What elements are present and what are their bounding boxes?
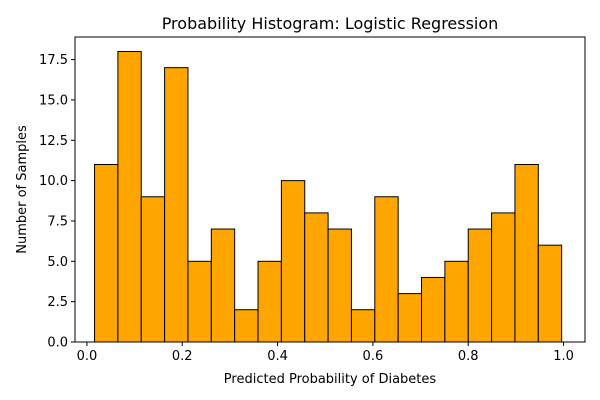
y-tick-label: 2.5 xyxy=(47,295,68,310)
y-tick-label: 5.0 xyxy=(47,255,68,270)
y-tick-label: 0.0 xyxy=(47,336,68,351)
histogram-bar xyxy=(164,67,189,343)
y-tick-label: 17.5 xyxy=(39,53,68,68)
histogram-bar xyxy=(491,212,516,343)
histogram-bar xyxy=(514,163,539,343)
histogram-bar xyxy=(257,260,282,343)
histogram-bar xyxy=(421,276,446,343)
y-tick-label: 12.5 xyxy=(39,134,68,149)
histogram-bar xyxy=(467,228,493,343)
y-tick-label: 10.0 xyxy=(39,174,68,189)
histogram-bar xyxy=(327,228,352,343)
histogram-bar xyxy=(444,260,469,343)
histogram-bar xyxy=(187,260,212,343)
y-tick-label: 7.5 xyxy=(47,214,68,229)
x-tick-label: 0.2 xyxy=(172,349,193,364)
y-tick-label: 15.0 xyxy=(39,93,68,108)
y-ticks: 0.0 2.5 5.0 7.5 10.0 12.5 15.0 17.5 xyxy=(39,53,75,351)
histogram-bar xyxy=(117,51,142,343)
histogram-bar xyxy=(397,293,423,343)
histogram-bar xyxy=(140,196,166,343)
bars-group xyxy=(94,51,563,343)
x-tick-label: 1.0 xyxy=(553,349,574,364)
x-tick-label: 0.0 xyxy=(77,349,98,364)
plot-frame xyxy=(74,36,586,343)
chart-title: Probability Histogram: Logistic Regressi… xyxy=(162,14,499,33)
histogram-bar xyxy=(210,228,236,343)
x-ticks: 0.0 0.2 0.4 0.6 0.8 1.0 xyxy=(77,342,574,364)
histogram-bar xyxy=(537,244,563,343)
x-axis-label: Predicted Probability of Diabetes xyxy=(224,372,437,387)
histogram-bar xyxy=(374,196,399,343)
histogram-bar xyxy=(280,180,306,343)
histogram-bar xyxy=(350,309,376,343)
histogram-bar xyxy=(94,163,119,343)
x-tick-label: 0.6 xyxy=(363,349,384,364)
y-axis-label: Number of Samples xyxy=(15,125,30,254)
x-tick-label: 0.4 xyxy=(267,349,288,364)
histogram-bar xyxy=(234,309,259,343)
x-tick-label: 0.8 xyxy=(458,349,479,364)
histogram-bar xyxy=(304,212,329,343)
